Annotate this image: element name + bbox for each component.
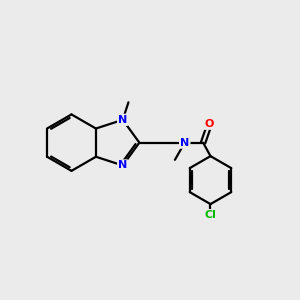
Text: Cl: Cl (205, 210, 216, 220)
Text: N: N (118, 160, 128, 170)
Text: N: N (118, 115, 128, 125)
Text: N: N (180, 138, 189, 148)
Text: O: O (205, 119, 214, 129)
